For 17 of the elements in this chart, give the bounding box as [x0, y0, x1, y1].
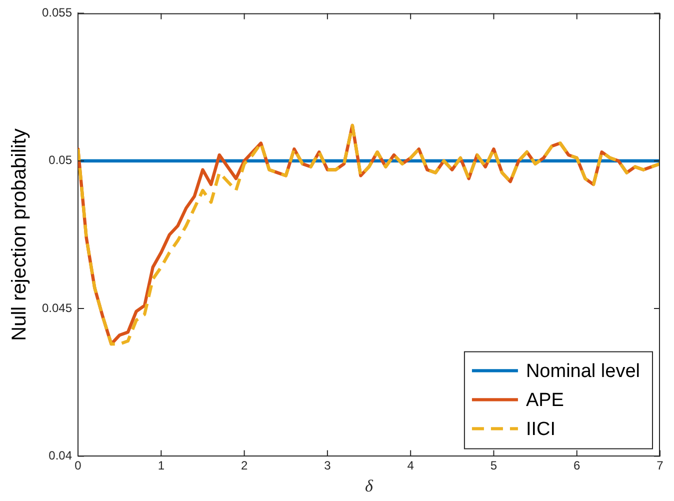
- legend-label: Nominal level: [526, 360, 640, 382]
- x-tick-label: 6: [574, 458, 581, 473]
- y-axis-title: Null rejection probability: [8, 128, 31, 341]
- y-tick-label: 0.055: [42, 6, 72, 20]
- x-tick-label: 4: [407, 458, 414, 473]
- y-tick-label: 0.045: [42, 300, 72, 315]
- x-tick-label: 0: [74, 458, 82, 473]
- x-axis-title: δ: [365, 476, 374, 496]
- legend-label: APE: [526, 390, 564, 411]
- x-tick-label: 1: [158, 458, 165, 473]
- y-tick-label: 0.05: [48, 153, 72, 168]
- y-tick-label: 0.04: [48, 448, 72, 463]
- x-tick-label: 3: [324, 458, 332, 473]
- x-tick-label: 2: [240, 458, 248, 473]
- x-tick-label: 5: [490, 458, 498, 473]
- legend-label: IICI: [526, 418, 556, 440]
- x-tick-label: 7: [656, 458, 664, 473]
